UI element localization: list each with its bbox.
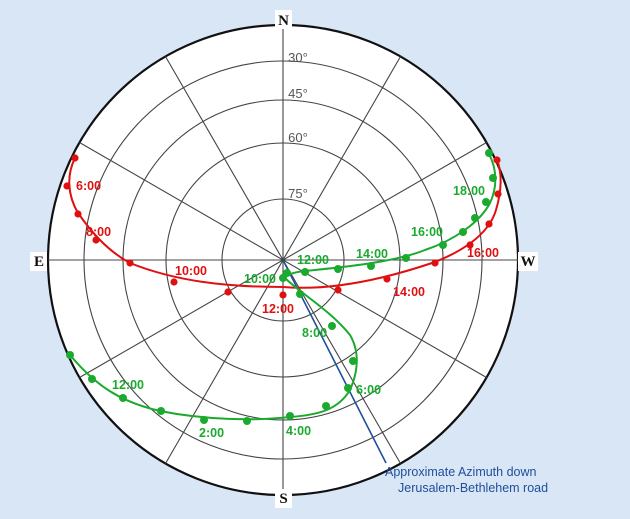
green-point [279, 274, 287, 282]
green-point [471, 214, 479, 222]
red-time-label-14: 14:00 [393, 285, 425, 299]
green-time-label-16: 16:00 [411, 225, 443, 239]
green-point [301, 268, 309, 276]
azimuth-annotation-line2: Jerusalem-Bethlehem road [398, 481, 548, 495]
green-point [296, 290, 304, 298]
green-point [322, 402, 330, 410]
green-path-points [66, 149, 497, 425]
red-time-label-12: 12:00 [262, 302, 294, 316]
red-time-label-10: 10:00 [175, 264, 207, 278]
red-point [92, 236, 100, 244]
green-point [344, 384, 352, 392]
green-time-label-12-midnight: 12:00 [112, 378, 144, 392]
altitude-label-45: 45° [288, 86, 308, 101]
red-point [431, 259, 439, 267]
green-point [482, 198, 490, 206]
green-time-label-2: 2:00 [199, 426, 224, 440]
red-point [170, 278, 178, 286]
green-time-label-4: 4:00 [286, 424, 311, 438]
green-time-label-8: 8:00 [302, 326, 327, 340]
red-time-label-6: 6:00 [76, 179, 101, 193]
red-point [224, 288, 232, 296]
green-time-label-12-noon: 12:00 [297, 253, 329, 267]
green-point [286, 412, 294, 420]
north-label: N [278, 13, 289, 29]
green-point [489, 174, 497, 182]
red-point [493, 156, 501, 164]
green-point [88, 375, 96, 383]
green-point [439, 241, 447, 249]
red-sun-path-curve [68, 157, 502, 289]
green-point [243, 417, 251, 425]
red-time-label-8: 8:00 [86, 225, 111, 239]
altitude-label-30: 30° [288, 50, 308, 65]
green-point [402, 254, 410, 262]
red-point [63, 182, 71, 190]
red-time-label-16: 16:00 [467, 246, 499, 260]
west-label: W [521, 254, 536, 270]
red-path-points [63, 154, 502, 299]
green-point [200, 416, 208, 424]
green-point [66, 351, 74, 359]
red-point [71, 154, 79, 162]
red-point [74, 210, 82, 218]
altitude-label-60: 60° [288, 130, 308, 145]
east-label: E [34, 254, 44, 270]
red-point [383, 275, 391, 283]
red-point [279, 291, 287, 299]
red-point [494, 190, 502, 198]
green-point [459, 228, 467, 236]
red-point [126, 259, 134, 267]
green-point [367, 262, 375, 270]
red-point [334, 286, 342, 294]
green-time-label-6: 6:00 [356, 383, 381, 397]
green-point [349, 357, 357, 365]
red-point [466, 241, 474, 249]
green-point [157, 407, 165, 415]
green-point [328, 322, 336, 330]
green-time-label-14: 14:00 [356, 247, 388, 261]
green-point [119, 394, 127, 402]
green-time-label-10: 10:00 [244, 272, 276, 286]
green-point [334, 265, 342, 273]
azimuth-annotation-line1: Approximate Azimuth down [385, 465, 537, 479]
green-time-label-18: 18:00 [453, 184, 485, 198]
red-point [485, 220, 493, 228]
south-label: S [279, 491, 287, 507]
altitude-label-75: 75° [288, 186, 308, 201]
green-point [485, 149, 493, 157]
